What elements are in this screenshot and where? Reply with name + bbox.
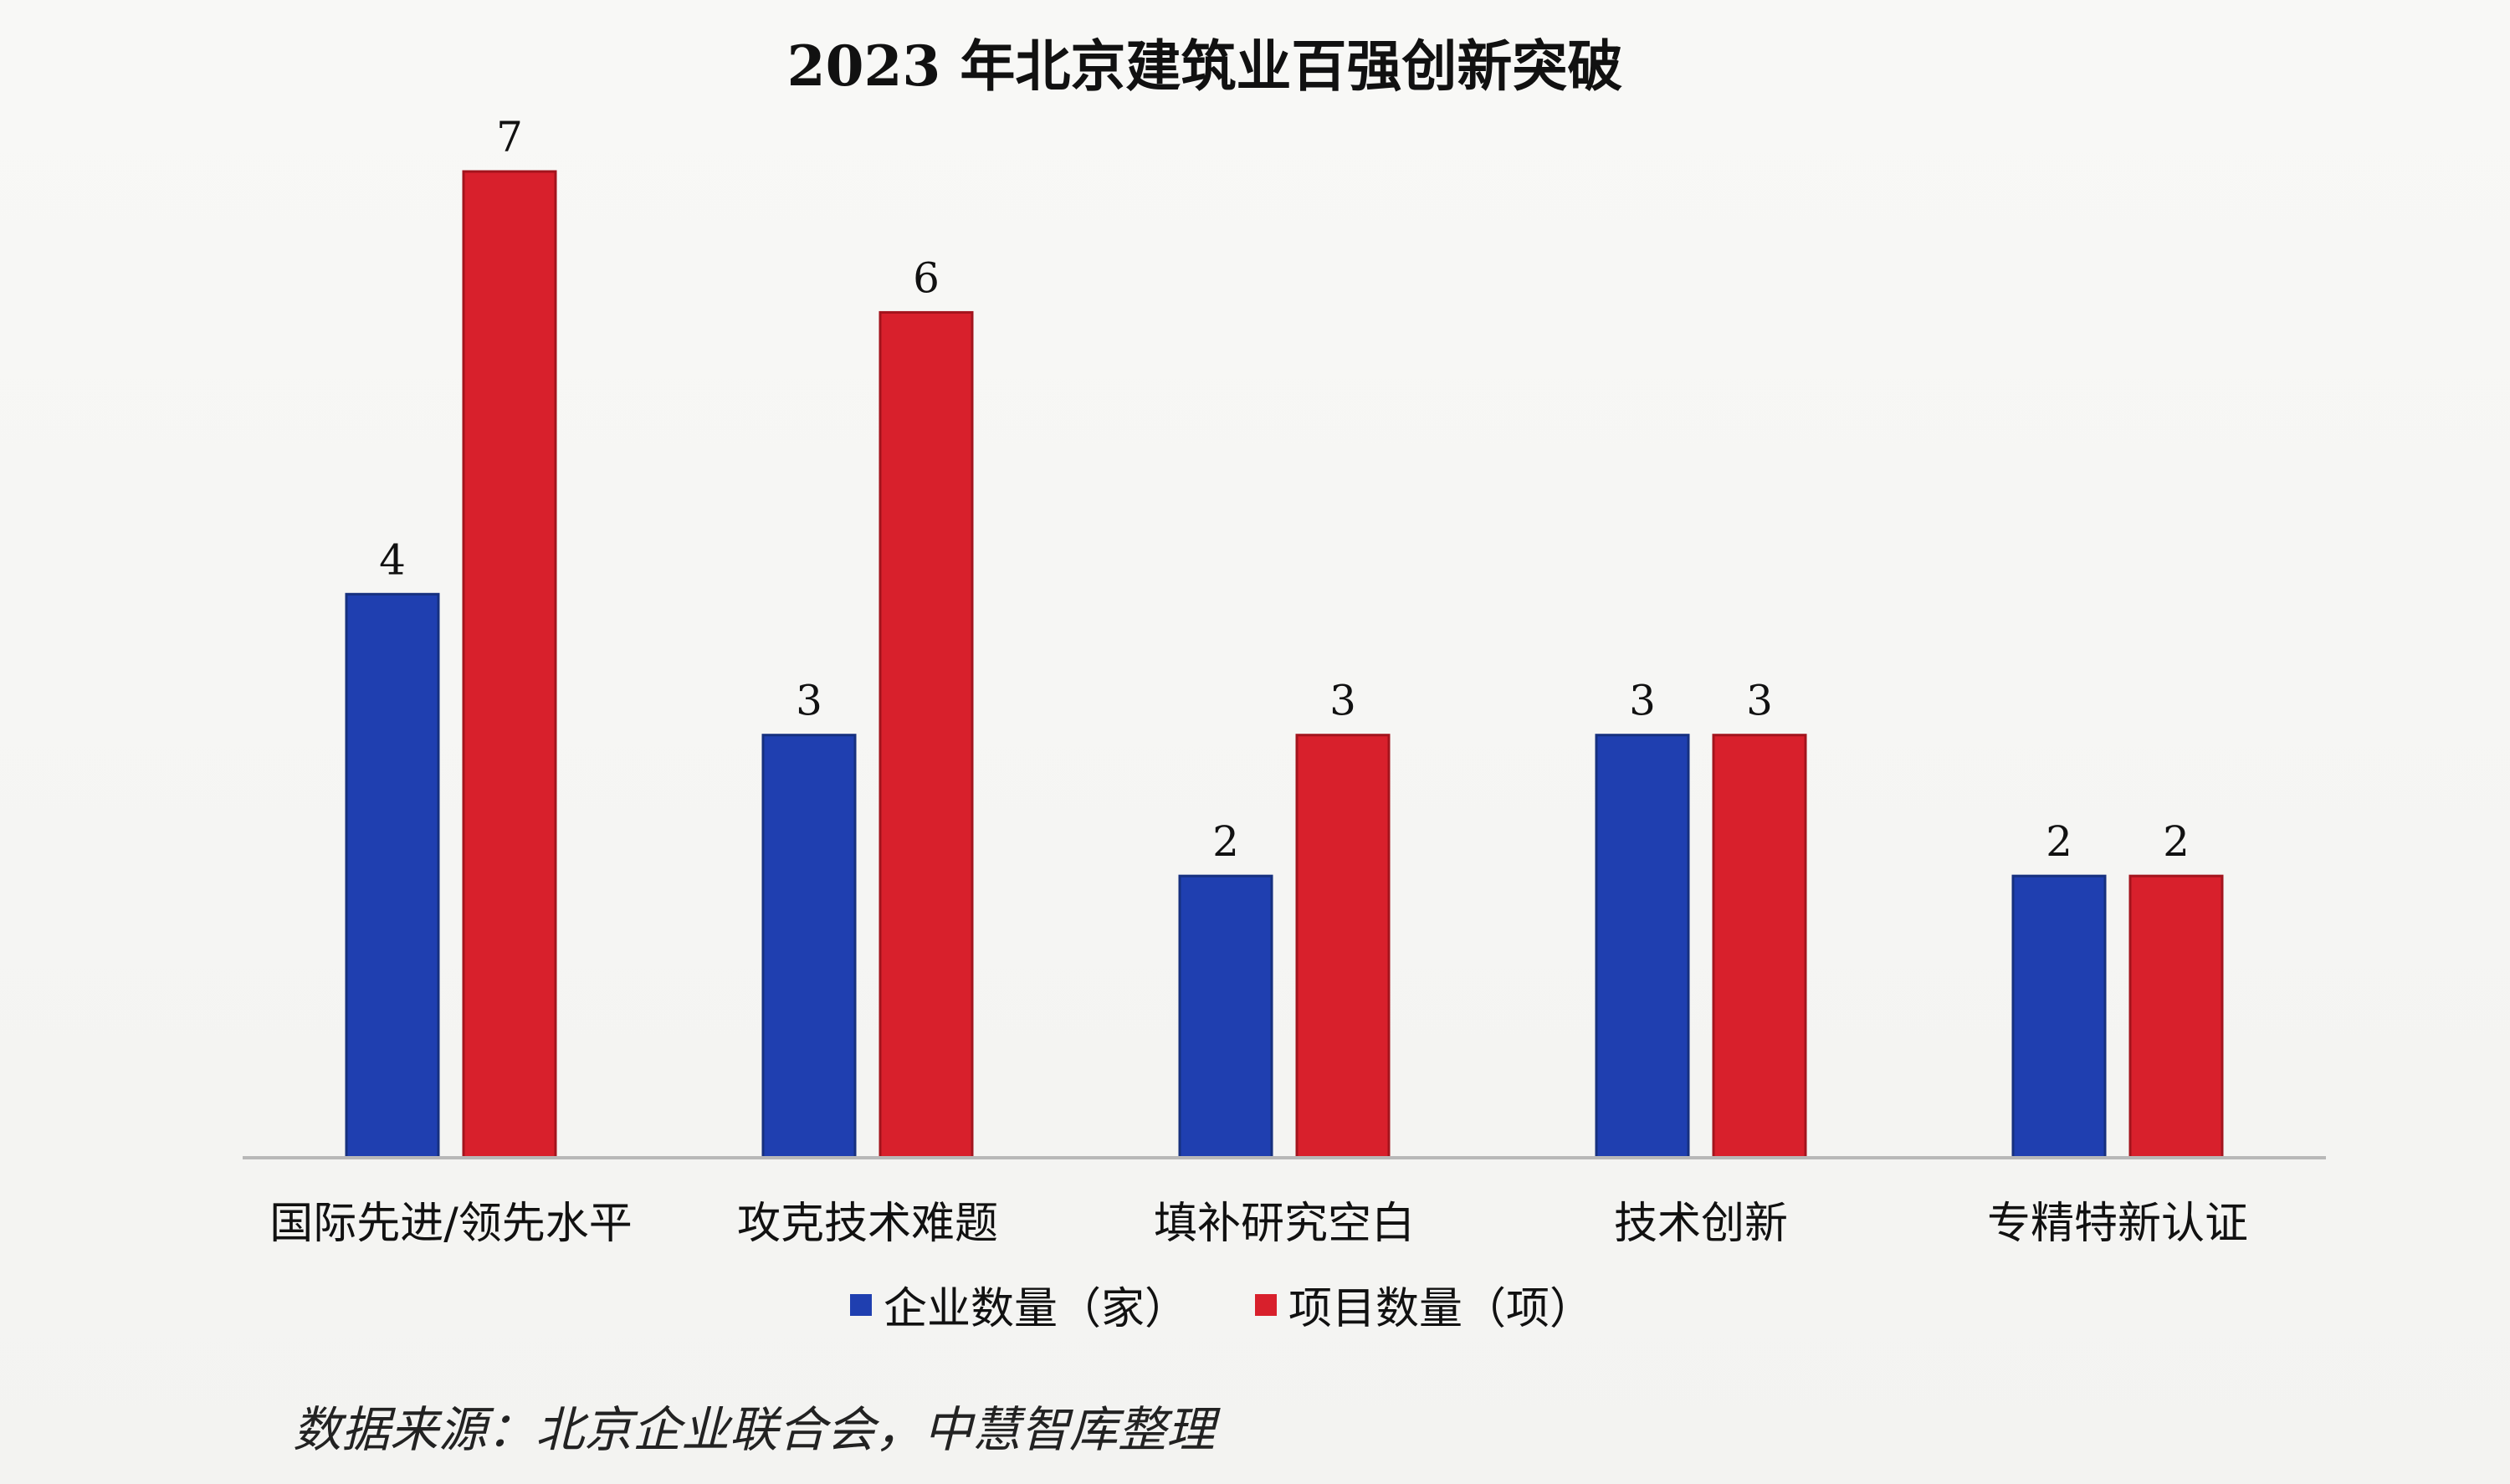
x-tick-label-2: 填补研究空白 — [1154, 1199, 1415, 1249]
data-label-project-3: 3 — [1746, 677, 1773, 725]
bars-layer — [345, 170, 2224, 1159]
data-label-enterprise-4: 2 — [2046, 817, 2072, 866]
bar-enterprise-1 — [761, 734, 857, 1159]
data-label-project-0: 7 — [496, 113, 523, 161]
bar-project-2 — [1295, 734, 1391, 1159]
bar-enterprise-2 — [1178, 874, 1273, 1159]
bar-project-0 — [462, 170, 557, 1159]
labels-layer: 4 7 国际先进/领先水平 3 6 攻克技术难题 2 3 填补研究空白 3 3 技术创新 2 2 专精特新认… — [269, 113, 2248, 1249]
bar-enterprise-3 — [1595, 734, 1690, 1159]
data-label-enterprise-3: 3 — [1629, 677, 1656, 725]
legend-swatch-project — [1255, 1293, 1277, 1316]
bar-enterprise-4 — [2011, 874, 2107, 1159]
legend: 企业数量（家） 项目数量（项） — [0, 1273, 2477, 1336]
data-label-project-1: 6 — [913, 253, 940, 302]
data-label-project-4: 2 — [2163, 817, 2190, 866]
bar-project-3 — [1712, 734, 1807, 1159]
x-tick-label-1: 攻克技术难题 — [737, 1199, 998, 1249]
source-note: 数据来源：北京企业联合会，中慧智库整理 — [293, 1401, 1216, 1458]
x-tick-label-0: 国际先进/领先水平 — [269, 1199, 633, 1249]
x-tick-label-3: 技术创新 — [1614, 1199, 1788, 1249]
bar-project-1 — [878, 310, 974, 1159]
legend-item-enterprise: 企业数量（家） — [849, 1273, 1188, 1336]
x-tick-label-4: 专精特新认证 — [1987, 1199, 2248, 1249]
chart-title: 2023 年北京建筑业百强创新突破 — [786, 33, 1623, 99]
legend-label-project: 项目数量（项） — [1288, 1284, 1594, 1334]
legend-label-enterprise: 企业数量（家） — [883, 1284, 1188, 1334]
legend-item-project: 项目数量（项） — [1255, 1273, 1593, 1336]
data-label-project-2: 3 — [1329, 677, 1356, 725]
bar-project-4 — [2128, 874, 2224, 1159]
bar-enterprise-0 — [345, 592, 440, 1159]
legend-swatch-enterprise — [849, 1293, 872, 1316]
data-label-enterprise-1: 3 — [796, 677, 822, 725]
data-label-enterprise-0: 4 — [379, 535, 406, 584]
data-label-enterprise-2: 2 — [1212, 817, 1239, 866]
